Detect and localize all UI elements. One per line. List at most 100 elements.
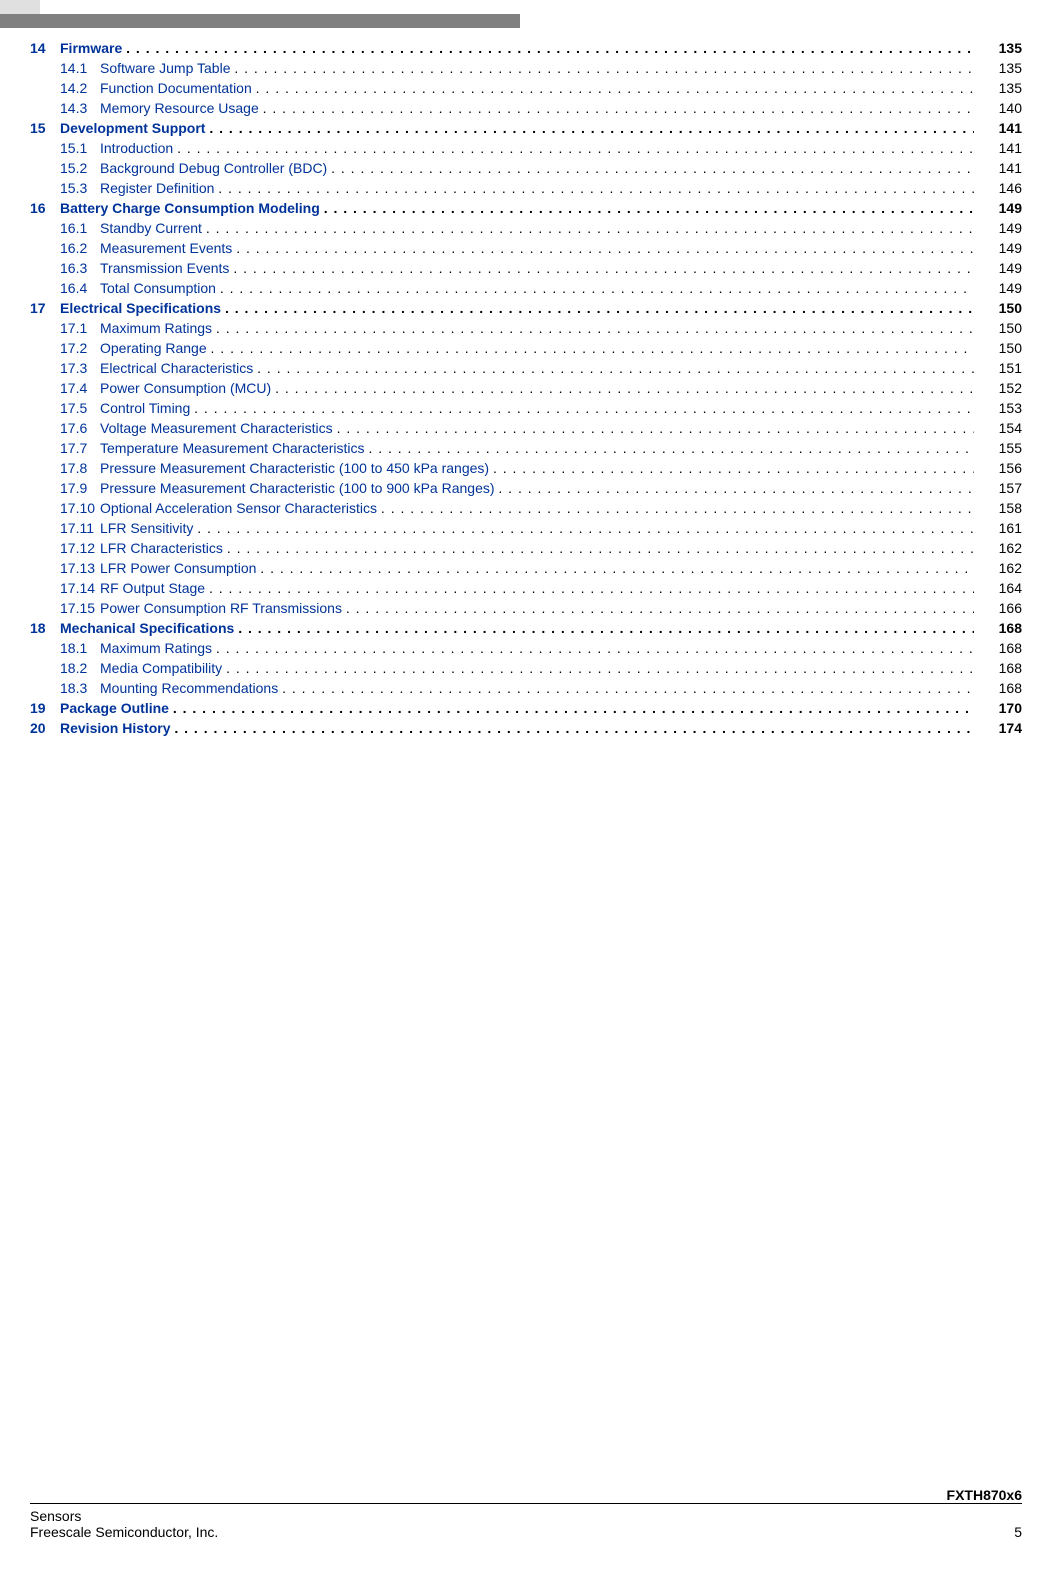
toc-section-entry[interactable]: 17.13LFR Power Consumption 162 — [30, 558, 1022, 578]
toc-leader-dots — [337, 418, 975, 438]
toc-entry-number: 17.1 — [60, 318, 100, 338]
toc-leader-dots — [368, 438, 974, 458]
toc-section-entry[interactable]: 17.1Maximum Ratings 150 — [30, 318, 1022, 338]
toc-entry-title: LFR Characteristics — [100, 538, 223, 558]
toc-entry-page: 149 — [982, 258, 1022, 278]
toc-entry-page: 140 — [982, 98, 1022, 118]
toc-entry-page: 149 — [982, 278, 1022, 298]
toc-entry-page: 141 — [982, 138, 1022, 158]
toc-entry-number: 17.2 — [60, 338, 100, 358]
toc-section-entry[interactable]: 18.1Maximum Ratings 168 — [30, 638, 1022, 658]
toc-chapter-entry[interactable]: 16Battery Charge Consumption Modeling 14… — [30, 198, 1022, 218]
toc-entry-page: 158 — [982, 498, 1022, 518]
toc-section-entry[interactable]: 16.2Measurement Events 149 — [30, 238, 1022, 258]
toc-section-entry[interactable]: 17.10Optional Acceleration Sensor Charac… — [30, 498, 1022, 518]
toc-container: 14Firmware 13514.1Software Jump Table 13… — [0, 38, 1052, 738]
toc-leader-dots — [234, 58, 974, 78]
toc-section-entry[interactable]: 17.9Pressure Measurement Characteristic … — [30, 478, 1022, 498]
toc-entry-number: 16.3 — [60, 258, 100, 278]
toc-section-entry[interactable]: 14.1Software Jump Table 135 — [30, 58, 1022, 78]
toc-entry-title: Revision History — [60, 718, 170, 738]
toc-section-entry[interactable]: 14.3Memory Resource Usage 140 — [30, 98, 1022, 118]
toc-entry-title: Introduction — [100, 138, 173, 158]
toc-section-entry[interactable]: 18.3Mounting Recommendations 168 — [30, 678, 1022, 698]
toc-section-entry[interactable]: 15.3Register Definition 146 — [30, 178, 1022, 198]
toc-chapter-entry[interactable]: 15Development Support 141 — [30, 118, 1022, 138]
toc-section-entry[interactable]: 18.2Media Compatibility 168 — [30, 658, 1022, 678]
footer-sensors: Sensors — [30, 1508, 218, 1524]
toc-entry-number: 17.14 — [60, 578, 100, 598]
toc-section-entry[interactable]: 16.3Transmission Events 149 — [30, 258, 1022, 278]
toc-entry-title: RF Output Stage — [100, 578, 205, 598]
toc-section-entry[interactable]: 15.1Introduction 141 — [30, 138, 1022, 158]
toc-entry-number: 16.2 — [60, 238, 100, 258]
toc-chapter-entry[interactable]: 17Electrical Specifications 150 — [30, 298, 1022, 318]
toc-leader-dots — [126, 38, 974, 58]
toc-entry-title: Mounting Recommendations — [100, 678, 278, 698]
toc-entry-page: 168 — [982, 638, 1022, 658]
toc-entry-page: 164 — [982, 578, 1022, 598]
toc-leader-dots — [194, 398, 974, 418]
toc-entry-number: 17 — [30, 298, 60, 318]
toc-entry-title: Electrical Characteristics — [100, 358, 253, 378]
toc-entry-title: Operating Range — [100, 338, 207, 358]
toc-entry-page: 174 — [982, 718, 1022, 738]
toc-section-entry[interactable]: 17.15Power Consumption RF Transmissions … — [30, 598, 1022, 618]
toc-entry-page: 135 — [982, 58, 1022, 78]
toc-section-entry[interactable]: 17.11LFR Sensitivity 161 — [30, 518, 1022, 538]
toc-leader-dots — [233, 258, 974, 278]
toc-entry-title: Mechanical Specifications — [60, 618, 234, 638]
footer-company: Freescale Semiconductor, Inc. — [30, 1524, 218, 1540]
toc-section-entry[interactable]: 17.5Control Timing 153 — [30, 398, 1022, 418]
toc-section-entry[interactable]: 14.2Function Documentation 135 — [30, 78, 1022, 98]
footer: FXTH870x6 Sensors Freescale Semiconducto… — [0, 1487, 1052, 1540]
toc-entry-title: Electrical Specifications — [60, 298, 221, 318]
toc-entry-title: Control Timing — [100, 398, 190, 418]
toc-entry-number: 20 — [30, 718, 60, 738]
toc-section-entry[interactable]: 17.3Electrical Characteristics 151 — [30, 358, 1022, 378]
toc-entry-page: 170 — [982, 698, 1022, 718]
toc-entry-page: 146 — [982, 178, 1022, 198]
toc-entry-title: Media Compatibility — [100, 658, 222, 678]
toc-entry-title: Battery Charge Consumption Modeling — [60, 198, 320, 218]
toc-section-entry[interactable]: 17.12LFR Characteristics 162 — [30, 538, 1022, 558]
toc-entry-number: 16.1 — [60, 218, 100, 238]
toc-section-entry[interactable]: 15.2Background Debug Controller (BDC) 14… — [30, 158, 1022, 178]
toc-entry-title: Firmware — [60, 38, 122, 58]
toc-section-entry[interactable]: 17.6Voltage Measurement Characteristics … — [30, 418, 1022, 438]
toc-chapter-entry[interactable]: 14Firmware 135 — [30, 38, 1022, 58]
toc-chapter-entry[interactable]: 19Package Outline 170 — [30, 698, 1022, 718]
toc-leader-dots — [263, 98, 975, 118]
toc-entry-title: Power Consumption (MCU) — [100, 378, 271, 398]
toc-chapter-entry[interactable]: 20Revision History 174 — [30, 718, 1022, 738]
toc-entry-title: Measurement Events — [100, 238, 232, 258]
toc-entry-page: 155 — [982, 438, 1022, 458]
toc-leader-dots — [227, 538, 974, 558]
toc-entry-number: 17.8 — [60, 458, 100, 478]
toc-entry-page: 149 — [982, 218, 1022, 238]
toc-entry-title: Pressure Measurement Characteristic (100… — [100, 478, 495, 498]
toc-leader-dots — [282, 678, 974, 698]
toc-entry-number: 16 — [30, 198, 60, 218]
toc-entry-number: 19 — [30, 698, 60, 718]
toc-entry-number: 17.10 — [60, 498, 100, 518]
footer-doc-title: FXTH870x6 — [30, 1487, 1022, 1503]
toc-leader-dots — [216, 318, 974, 338]
toc-section-entry[interactable]: 17.8Pressure Measurement Characteristic … — [30, 458, 1022, 478]
toc-leader-dots — [256, 78, 975, 98]
toc-section-entry[interactable]: 17.2Operating Range 150 — [30, 338, 1022, 358]
toc-leader-dots — [226, 658, 974, 678]
toc-leader-dots — [238, 618, 974, 638]
toc-section-entry[interactable]: 17.14RF Output Stage 164 — [30, 578, 1022, 598]
toc-section-entry[interactable]: 17.4Power Consumption (MCU) 152 — [30, 378, 1022, 398]
toc-entry-title: Total Consumption — [100, 278, 216, 298]
toc-entry-number: 17.3 — [60, 358, 100, 378]
toc-entry-title: Register Definition — [100, 178, 214, 198]
toc-leader-dots — [209, 578, 974, 598]
toc-chapter-entry[interactable]: 18Mechanical Specifications 168 — [30, 618, 1022, 638]
toc-section-entry[interactable]: 16.1Standby Current 149 — [30, 218, 1022, 238]
toc-section-entry[interactable]: 16.4Total Consumption 149 — [30, 278, 1022, 298]
header-bars — [0, 0, 520, 28]
toc-section-entry[interactable]: 17.7Temperature Measurement Characterist… — [30, 438, 1022, 458]
toc-entry-title: Power Consumption RF Transmissions — [100, 598, 342, 618]
